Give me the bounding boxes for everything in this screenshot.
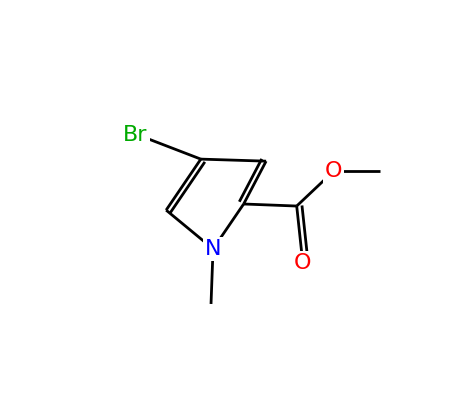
Text: N: N — [205, 239, 221, 259]
Text: Br: Br — [123, 124, 148, 145]
Text: O: O — [294, 253, 312, 273]
Text: O: O — [325, 161, 342, 182]
